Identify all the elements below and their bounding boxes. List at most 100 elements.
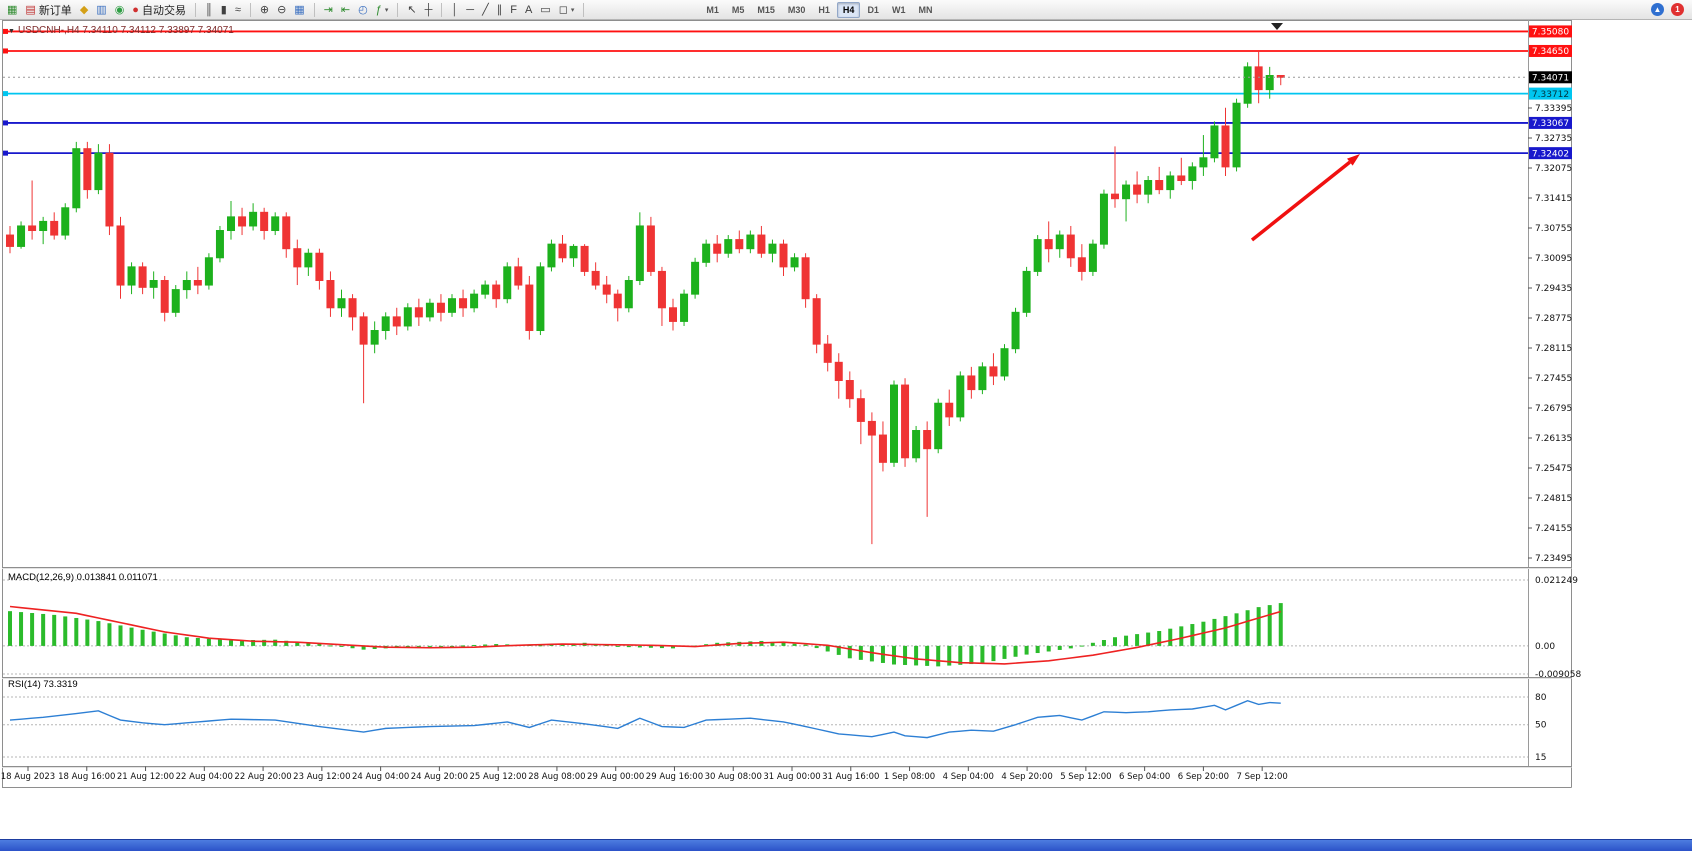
strategy-tester-button[interactable]: ◴ xyxy=(355,2,371,18)
candle-body xyxy=(1066,234,1075,259)
macd-tick-label: -0.009058 xyxy=(1535,670,1581,680)
timeframe-h1-button[interactable]: H1 xyxy=(818,4,830,15)
macd-histogram-bar xyxy=(1090,642,1095,646)
candle-body xyxy=(923,430,932,450)
current-price-label xyxy=(1529,71,1572,84)
macd-histogram-bar xyxy=(52,614,57,646)
candle-body xyxy=(834,361,843,382)
macd-histogram-bar xyxy=(1168,628,1173,646)
candlestick-chart-button[interactable]: ▮ xyxy=(218,2,230,18)
shapes-button[interactable]: ◻ ▾ xyxy=(556,2,578,18)
level-price-label-text: 7.33712 xyxy=(1532,90,1569,100)
candle-body xyxy=(470,293,479,309)
candle-body xyxy=(105,152,114,227)
new-order-button[interactable]: ▤ 新订单 xyxy=(22,2,74,18)
symbol-dropdown-icon[interactable]: ▼ xyxy=(8,28,15,35)
candle-body xyxy=(801,257,810,300)
arrow-annotation-shaft[interactable] xyxy=(1250,160,1351,242)
community-icon[interactable]: ▲ xyxy=(1651,3,1664,16)
price-tick-label: 7.28775 xyxy=(1535,314,1572,324)
timeframe-d1-button[interactable]: D1 xyxy=(867,4,879,15)
profiles-button[interactable]: ▥ xyxy=(93,2,109,18)
horizontal-line-icon: ─ xyxy=(466,3,475,16)
zoom-out-button[interactable]: ⊖ xyxy=(274,2,289,18)
toolbar-buttons: ▦ ▤ 新订单 ◆ ▥ ◉ ● 自动交易 ║ ▮ ≈ ⊕ ⊖ ▦ ⇥ ⇤ ◴ ƒ ▾ ↖ ┼ │ ─ ╱ ∥ F A ▭ ◻ ▾ xyxy=(4,2,588,18)
timeframe-m1-button[interactable]: M1 xyxy=(706,4,719,15)
price-axis[interactable]: 7.33395 7.32735 7.32075 7.31415 7.30755 7.300… xyxy=(1528,25,1572,564)
candle-body xyxy=(370,330,379,345)
tile-windows-button[interactable]: ▦ xyxy=(291,2,307,18)
macd-histogram-bar xyxy=(262,639,267,646)
auto-trading-button[interactable]: ● 自动交易 xyxy=(129,2,189,18)
candle-body xyxy=(50,220,59,236)
macd-histogram-bar xyxy=(1035,645,1040,654)
cursor-button[interactable]: ↖ xyxy=(404,2,419,18)
favorites-button[interactable]: ◆ xyxy=(77,2,91,18)
zoom-in-button[interactable]: ⊕ xyxy=(257,2,272,18)
candle-body xyxy=(337,298,346,309)
candle-body xyxy=(878,434,887,463)
line-handle[interactable] xyxy=(3,120,8,126)
candle-body xyxy=(249,211,258,227)
horizontal-line-button[interactable]: ─ xyxy=(463,2,477,18)
macd-histogram-bar xyxy=(195,637,200,646)
label-button[interactable]: ▭ xyxy=(537,2,553,18)
line-handle[interactable] xyxy=(3,91,8,97)
bar-chart-icon: ║ xyxy=(204,3,213,16)
taskbar[interactable] xyxy=(0,839,1692,851)
vertical-line-button[interactable]: │ xyxy=(448,2,461,18)
macd-histogram-bar xyxy=(626,645,631,648)
level-price-label-text: 7.33067 xyxy=(1532,119,1569,129)
auto-scroll-button[interactable]: ⇥ xyxy=(321,2,336,18)
timeframe-mn-button[interactable]: MN xyxy=(918,4,933,15)
candle-body xyxy=(856,398,865,422)
time-axis[interactable]: 18 Aug 2023 18 Aug 16:00 21 Aug 12:00 22 Au… xyxy=(1,766,1288,783)
trendline-button[interactable]: ╱ xyxy=(479,2,492,18)
timeframe-h4-button[interactable]: H4 xyxy=(836,1,861,18)
bar-chart-button[interactable]: ║ xyxy=(202,2,216,18)
time-tick-label: 21 Aug 12:00 xyxy=(117,772,174,782)
candle-body xyxy=(934,402,943,450)
macd-histogram-bar xyxy=(162,633,167,646)
chart-canvas[interactable]: 7.33395 7.32735 7.32075 7.31415 7.30755 7.300… xyxy=(0,20,1692,789)
indicators-button[interactable]: ƒ ▾ xyxy=(373,2,392,18)
candle-body xyxy=(547,243,556,268)
macd-histogram-bar xyxy=(1013,645,1018,657)
candle-body xyxy=(1055,234,1064,250)
macd-histogram-bar xyxy=(1245,610,1250,646)
macd-histogram-bar xyxy=(781,642,786,646)
timeframe-w1-button[interactable]: W1 xyxy=(891,4,906,15)
macd-histogram-bar xyxy=(494,644,499,646)
shapes-icon: ◻ xyxy=(558,3,568,16)
fibonacci-button[interactable]: F xyxy=(507,2,520,18)
rsi-line xyxy=(9,699,1281,739)
line-handle[interactable] xyxy=(3,150,8,156)
indicators-icon: ƒ xyxy=(375,3,382,16)
macd-histogram-bar xyxy=(129,627,134,646)
market-watch-icon: ◉ xyxy=(114,3,125,16)
candle-body xyxy=(635,225,644,282)
macd-histogram-bar xyxy=(184,637,189,646)
channel-button[interactable]: ∥ xyxy=(494,2,506,18)
level-price-label-text: 7.35080 xyxy=(1532,28,1569,38)
candle-body xyxy=(702,243,711,263)
notification-badge[interactable]: 1 xyxy=(1671,3,1684,16)
timeframe-m15-button[interactable]: M15 xyxy=(757,4,775,15)
timeframe-m30-button[interactable]: M30 xyxy=(787,4,806,15)
line-chart-button[interactable]: ≈ xyxy=(232,2,244,18)
level-price-label xyxy=(1529,44,1572,57)
candle-body xyxy=(481,284,490,295)
line-handle[interactable] xyxy=(3,28,8,34)
text-button[interactable]: A xyxy=(522,2,535,18)
market-watch-button[interactable]: ◉ xyxy=(112,2,128,18)
chart-shift-button[interactable]: ⇤ xyxy=(338,2,353,18)
new-chart-button[interactable]: ▦ xyxy=(4,2,20,18)
line-handle[interactable] xyxy=(3,48,8,54)
timeframe-m5-button[interactable]: M5 xyxy=(731,4,745,15)
crosshair-button[interactable]: ┼ xyxy=(422,2,436,18)
price-tick-label: 7.27455 xyxy=(1535,374,1572,384)
candle-body xyxy=(238,216,247,227)
arrow-annotation-head[interactable] xyxy=(1347,154,1360,166)
price-tick-label: 7.25475 xyxy=(1535,464,1572,474)
macd-histogram-bar xyxy=(1256,607,1261,646)
